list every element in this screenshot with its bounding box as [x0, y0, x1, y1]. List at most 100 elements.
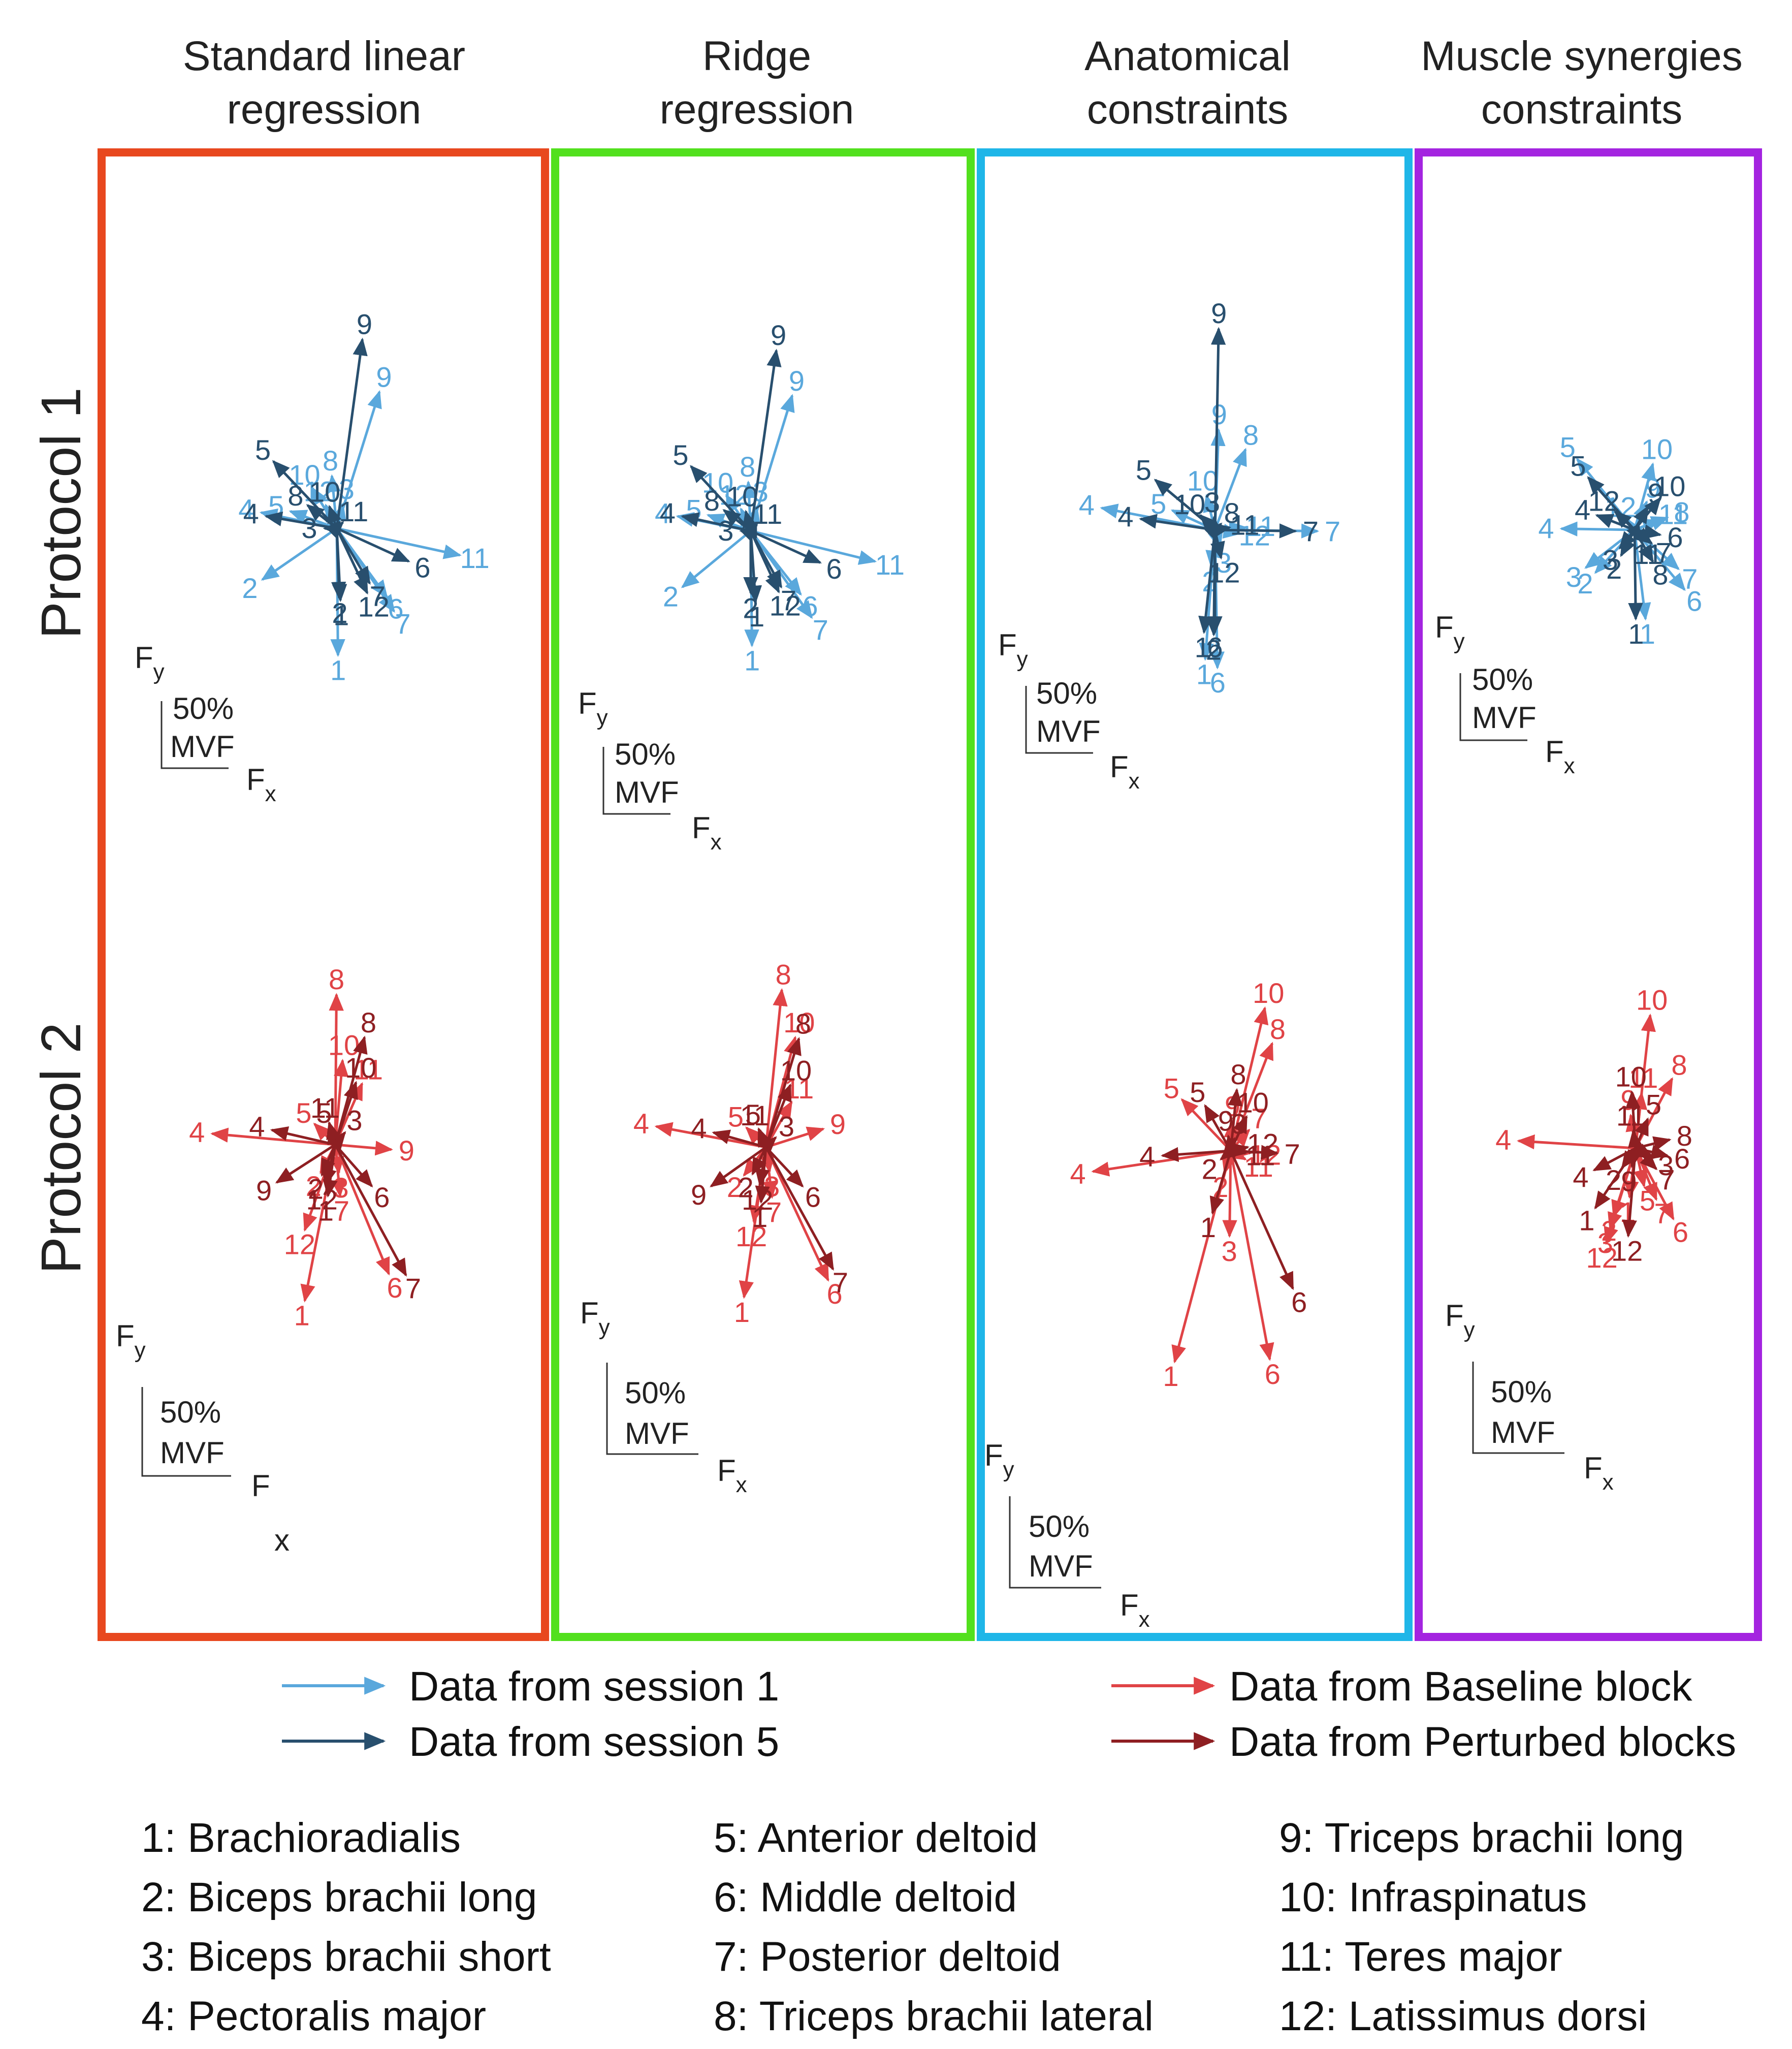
vector-label-perturbed-m11: 11	[1616, 1100, 1646, 1132]
vector-label-session5-m7: 7	[370, 580, 386, 612]
vector-label-session5-m2: 2	[743, 592, 758, 624]
vector-label-perturbed-m1: 1	[318, 1195, 334, 1227]
force-vector-perturbed-m12	[1230, 1143, 1250, 1158]
force-vector-perturbed-m12	[755, 1147, 770, 1187]
vector-label-perturbed-m2: 2	[1202, 1153, 1218, 1185]
legend-label-baseline: Data from Baseline block	[1229, 1663, 1693, 1710]
vector-label-session1-m6: 6	[1210, 667, 1226, 699]
vector-label-session1-m1: 1	[744, 645, 760, 677]
column-title-standard-linear-line1: Standard linear	[183, 33, 465, 79]
vector-label-perturbed-m11: 11	[310, 1092, 340, 1124]
scale-fx: F	[251, 1469, 270, 1503]
vector-label-session5-m8: 8	[1652, 558, 1668, 590]
vector-label-baseline-m6: 6	[387, 1272, 403, 1304]
vector-label-session1-m9: 9	[376, 361, 392, 393]
force-vector-session5-m4	[264, 511, 337, 530]
vector-label-baseline-m8: 8	[1671, 1049, 1687, 1081]
force-vector-session1-m2	[681, 530, 752, 588]
vector-label-perturbed-m7: 7	[833, 1266, 848, 1298]
force-vector-session1-m9	[335, 390, 382, 529]
vector-label-session1-m2: 2	[1577, 568, 1593, 600]
scale-fx: Fx	[1110, 750, 1140, 794]
force-vector-session1-m2	[261, 527, 338, 581]
vector-label-session1-m9: 9	[789, 365, 805, 397]
scale-fx: Fx	[246, 763, 276, 806]
vector-label-session5-m6: 6	[826, 553, 842, 585]
vector-label-perturbed-m7: 7	[405, 1272, 421, 1304]
vector-label-session1-m9: 9	[1211, 398, 1227, 430]
force-vector-baseline-m5	[1180, 1098, 1232, 1152]
vector-label-baseline-m8: 8	[776, 959, 791, 991]
vector-label-session5-m1: 1	[1195, 631, 1210, 663]
vector-label-session5-m3: 3	[718, 515, 733, 547]
force-vector-session5-m4	[681, 512, 751, 532]
muscle-key-item: 7: Posterior deltoid	[714, 1934, 1061, 1980]
muscle-key-item: 1: Brachioradialis	[141, 1815, 461, 1861]
column-title-anatomical-line1: Anatomical	[1084, 33, 1291, 79]
force-vector-session5-m12	[335, 527, 369, 595]
vector-label-session1-m11: 11	[460, 542, 490, 574]
vector-label-baseline-m5: 5	[296, 1097, 311, 1129]
frame-muscle-synergies-constraints	[1415, 148, 1762, 1641]
vector-label-session5-m2: 2	[332, 597, 347, 629]
muscle-key: 1: Brachioradialis 2: Biceps brachii lon…	[141, 1815, 1684, 2039]
vector-label-baseline-m1: 1	[734, 1296, 750, 1328]
scale-axes	[1459, 673, 1527, 741]
scale-bar: Fy 50% MVF Fx	[1435, 610, 1575, 778]
scale-axes	[602, 747, 670, 815]
scale-value: 50%	[615, 737, 676, 771]
vector-label-session5-m7: 7	[1656, 537, 1672, 569]
vector-label-perturbed-m4: 4	[249, 1111, 265, 1143]
scale-unit: MVF	[160, 1436, 225, 1470]
vector-label-perturbed-m8: 8	[1677, 1120, 1692, 1152]
vector-label-baseline-m8: 8	[329, 963, 344, 995]
vector-label-baseline-m10: 10	[1636, 984, 1668, 1016]
vector-label-perturbed-m12: 12	[306, 1183, 338, 1215]
vector-label-baseline-m7: 7	[1251, 1102, 1267, 1134]
vector-label-session5-m7: 7	[1303, 515, 1319, 547]
force-vector-session5-m11	[1212, 522, 1232, 538]
vector-label-baseline-m9: 9	[399, 1134, 414, 1167]
scale-fx: Fx	[717, 1454, 747, 1497]
muscle-key-item: 6: Middle deltoid	[714, 1874, 1017, 1920]
vector-label-session1-m11: 11	[875, 549, 905, 581]
force-vector-session5-m5	[272, 460, 338, 529]
legend-label-session-5: Data from session 5	[409, 1719, 779, 1765]
scale-fy: Fy	[578, 686, 608, 730]
vector-label-baseline-m4: 4	[1495, 1124, 1511, 1156]
scale-bar: Fy 50% MVF Fx	[984, 1438, 1150, 1632]
frame-ridge-regression	[551, 148, 975, 1641]
vector-label-perturbed-m1: 1	[752, 1201, 767, 1233]
scale-bar: Fy 50% MVF Fx	[998, 628, 1140, 794]
legend-item-session-5: Data from session 5	[282, 1719, 779, 1765]
vector-label-perturbed-m12: 12	[742, 1184, 773, 1216]
vector-label-session5-m2: 2	[1606, 553, 1622, 585]
row-title-protocol-2: Protocol 2	[30, 1022, 92, 1274]
vector-label-perturbed-m10: 10	[1615, 1061, 1647, 1093]
vector-label-session5-m11: 11	[339, 495, 368, 527]
force-vector-session1-m11	[336, 527, 462, 559]
force-vector-baseline-m4	[1517, 1134, 1636, 1150]
vector-label-baseline-m6: 6	[1265, 1358, 1281, 1390]
vector-label-session5-m3: 3	[301, 512, 317, 544]
vector-label-session5-m1: 1	[1628, 618, 1644, 650]
vector-label-baseline-m8: 8	[1270, 1013, 1286, 1045]
vector-label-perturbed-m1: 1	[1579, 1205, 1594, 1237]
vector-label-session5-m7: 7	[781, 584, 796, 616]
vector-label-session5-m10: 10	[1654, 470, 1685, 502]
column-title-synergies-line1: Muscle synergies	[1421, 33, 1742, 79]
scale-bar: Fy 50% MVF Fx	[578, 686, 722, 855]
vector-label-session1-m12: 12	[719, 479, 750, 511]
force-vector-session1-m11	[750, 529, 877, 565]
vector-label-session5-m9: 9	[1211, 297, 1227, 329]
vector-label-perturbed-m7: 7	[1285, 1138, 1300, 1170]
vector-label-session5-m10: 10	[726, 481, 758, 513]
force-vector-perturbed-m4	[1161, 1147, 1231, 1162]
muscle-key-item: 5: Anterior deltoid	[714, 1815, 1038, 1861]
vector-label-session1-m12: 12	[303, 475, 335, 507]
legend-item-baseline: Data from Baseline block	[1111, 1663, 1693, 1710]
vector-label-session5-m6: 6	[1667, 521, 1683, 553]
force-vector-perturbed-m1	[1209, 1150, 1232, 1215]
vector-label-perturbed-m8: 8	[361, 1006, 376, 1038]
vector-label-session5-m11: 11	[753, 498, 782, 530]
